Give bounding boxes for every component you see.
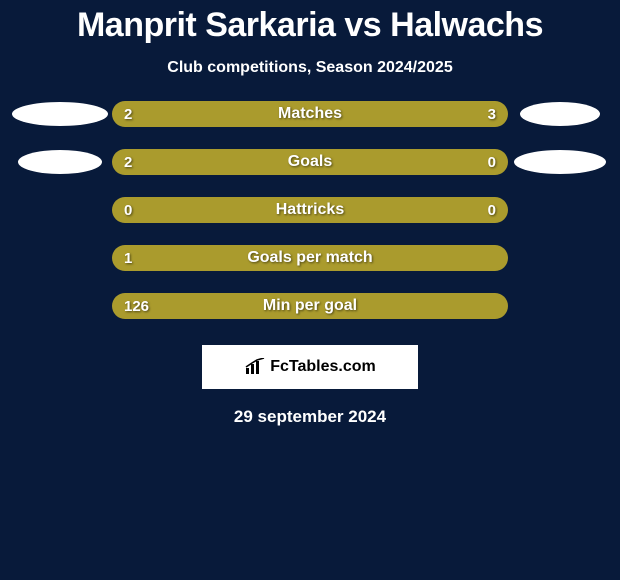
comparison-infographic: Manprit Sarkaria vs Halwachs Club compet… [0, 0, 620, 580]
left-avatar-slot [8, 150, 112, 174]
brand: FcTables.com [244, 358, 376, 376]
stat-row: Goals20 [8, 149, 612, 175]
date-footer: 29 september 2024 [0, 407, 620, 427]
stat-bar: Matches23 [112, 101, 508, 127]
right-avatar-slot [508, 150, 612, 174]
subtitle: Club competitions, Season 2024/2025 [0, 59, 620, 77]
left-avatar-slot [8, 102, 112, 126]
brand-box: FcTables.com [202, 345, 418, 389]
avatar [520, 102, 600, 126]
stat-bar: Goals20 [112, 149, 508, 175]
stat-row: Hattricks00 [8, 197, 612, 223]
stat-row: Min per goal126 [8, 293, 612, 319]
stat-row: Matches23 [8, 101, 612, 127]
stat-rows: Matches23 Goals20 Hattricks00 Goals per mat… [0, 101, 620, 319]
chart-icon [244, 358, 266, 376]
stat-bar: Goals per match1 [112, 245, 508, 271]
stat-bar: Min per goal126 [112, 293, 508, 319]
page-title: Manprit Sarkaria vs Halwachs [0, 6, 620, 45]
avatar [514, 150, 606, 174]
brand-text: FcTables.com [270, 358, 376, 376]
right-avatar-slot [508, 102, 612, 126]
stat-row: Goals per match1 [8, 245, 612, 271]
avatar [12, 102, 108, 126]
avatar [18, 150, 102, 174]
stat-bar: Hattricks00 [112, 197, 508, 223]
